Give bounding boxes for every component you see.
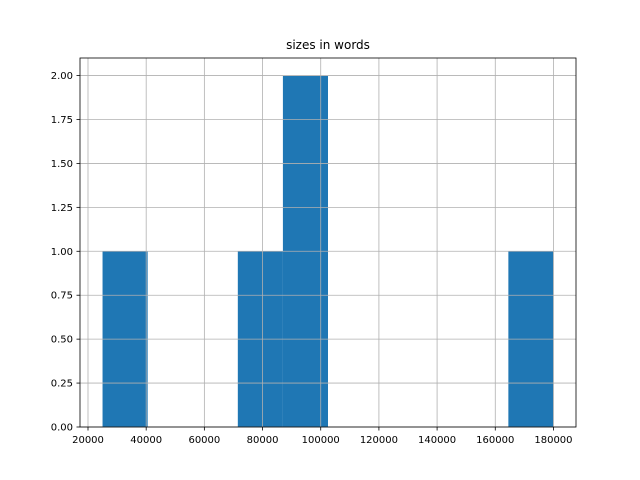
x-tick-label: 180000: [534, 435, 572, 446]
y-tick-label: 1.25: [51, 203, 73, 214]
x-tick-label: 40000: [130, 435, 162, 446]
x-tick-label: 160000: [476, 435, 514, 446]
x-tick-label: 20000: [72, 435, 104, 446]
y-tick-label: 2.00: [51, 71, 73, 82]
x-tick-label: 60000: [188, 435, 220, 446]
y-tick-label: 0.75: [51, 291, 73, 302]
y-tick-label: 1.75: [51, 115, 73, 126]
y-tick-label: 1.00: [51, 247, 73, 258]
y-tick-label: 0.25: [51, 379, 73, 390]
x-tick-label: 100000: [302, 435, 340, 446]
plot-frame: [79, 57, 577, 428]
y-tick-label: 1.50: [51, 159, 73, 170]
y-tick-label: 0.50: [51, 335, 73, 346]
y-tick-label: 0.00: [51, 423, 73, 434]
x-axis: 20000 40000 60000 80000 100000 120000 140000 16…: [72, 427, 573, 446]
y-axis: 0.00 0.25 0.50 0.75 1.00 1.25 1.50 1.75 2.00: [51, 71, 80, 434]
x-tick-label: 80000: [247, 435, 279, 446]
x-tick-label: 120000: [360, 435, 398, 446]
x-tick-label: 140000: [418, 435, 456, 446]
chart-title: sizes in words: [286, 38, 370, 52]
